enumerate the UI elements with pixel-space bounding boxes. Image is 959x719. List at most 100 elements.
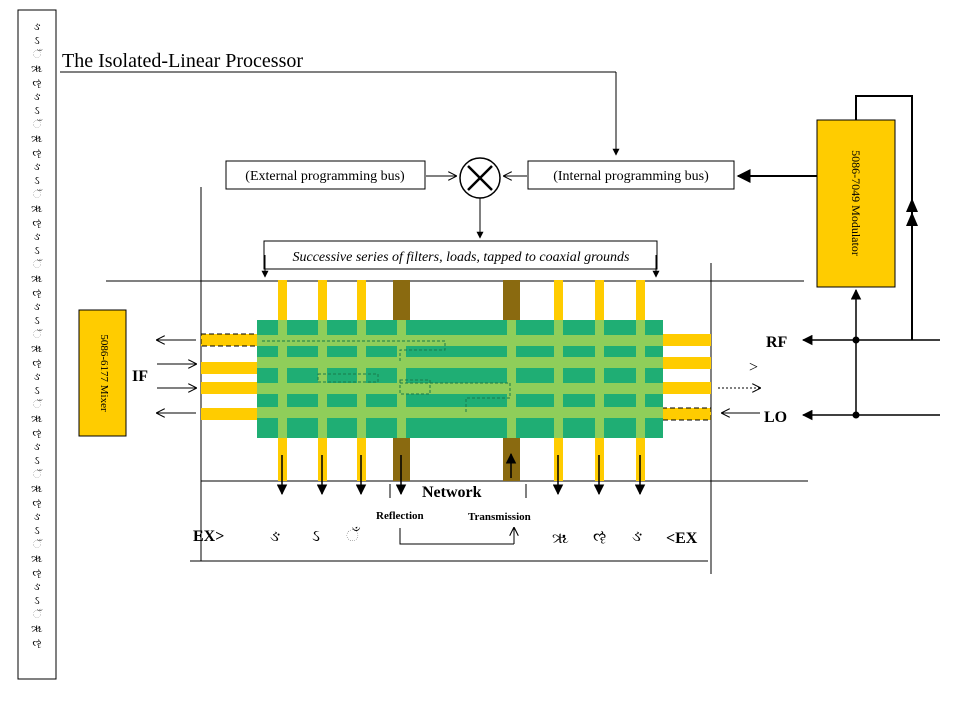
strip-glyph: ઽ	[34, 385, 40, 397]
modulator-label: 5086-7049 Modulator	[849, 150, 863, 256]
right-feed-line	[662, 382, 711, 394]
strip-glyph: ૠ	[31, 413, 43, 425]
bottom-glyph: ૡ	[593, 528, 606, 545]
internal-bus-box	[527, 160, 735, 190]
top-stub	[595, 280, 604, 320]
strip-glyph: ઁ	[33, 537, 43, 551]
filters-label: Successive series of filters, loads, tap…	[293, 250, 631, 265]
modulator-box	[816, 119, 896, 288]
strip-glyph: ઙ	[33, 441, 40, 453]
left-feeds	[200, 333, 259, 420]
network-trace	[257, 335, 663, 346]
top-stub	[318, 280, 327, 320]
network-trace	[397, 320, 406, 438]
right-feeds	[661, 334, 712, 421]
strip-glyph: ૡ	[32, 357, 41, 369]
network-trace-dash	[400, 382, 511, 412]
network-trace	[257, 407, 663, 418]
mixer-box	[78, 309, 127, 437]
strip-glyph: ઽ	[34, 455, 40, 467]
strip-glyph: ૡ	[32, 217, 41, 229]
strip-glyph: ઁ	[33, 187, 43, 201]
strip-glyph: ઽ	[34, 245, 40, 257]
bottom-glyph: ઽ	[312, 528, 320, 545]
ex-left-label: EX>	[193, 528, 224, 545]
reflection-bracket	[399, 528, 514, 545]
right-feed-line	[662, 334, 711, 346]
strip-glyph: ઽ	[34, 35, 40, 47]
lo-label: LO	[764, 409, 787, 426]
strip-glyph: ઁ	[33, 117, 43, 131]
network-trace-dash	[317, 373, 379, 383]
strip-glyph: ઁ	[33, 257, 43, 271]
network-trace	[636, 320, 645, 438]
strip-glyph: ૡ	[32, 287, 41, 299]
strip-glyph: ઁ	[33, 327, 43, 341]
reflection-label: Reflection	[376, 510, 424, 522]
rf-node	[852, 336, 860, 344]
strip-glyph: ૡ	[32, 77, 41, 89]
strip-glyph: ૡ	[32, 637, 41, 649]
multiplier-x-b	[467, 165, 493, 191]
strip-glyph: ૡ	[32, 497, 41, 509]
strip-glyph: ઁ	[33, 467, 43, 481]
strip-glyph: ૡ	[32, 147, 41, 159]
strip-glyph: ઽ	[34, 175, 40, 187]
strip-glyph: ઁ	[33, 607, 43, 621]
top-stub	[278, 280, 287, 320]
top-stub-dark	[393, 280, 410, 320]
bottom-stubs	[278, 438, 645, 481]
left-feed-line	[201, 408, 258, 420]
external-bus-label: (External programming bus)	[245, 169, 405, 184]
lo-node	[852, 411, 860, 419]
strip-glyph: ઁ	[33, 47, 43, 61]
network-trace	[278, 320, 287, 438]
glyph-strip: ઙઽઁૠૡઙઽઁૠૡઙઽઁૠૡઙઽઁૠૡઙઽઁૠૡઙઽઁૠૡઙઽઁૠૡઙઽઁૠૡ…	[31, 21, 43, 649]
top-stub	[554, 280, 563, 320]
bottom-glyph: ઁ	[346, 526, 361, 545]
strip-glyph: ૠ	[31, 343, 43, 355]
strip-glyph: ઙ	[33, 581, 40, 593]
diagram-title: The Isolated-Linear Processor	[62, 50, 303, 72]
top-stub	[357, 280, 366, 320]
strip-glyph: ૡ	[32, 567, 41, 579]
strip-glyph: ઙ	[33, 371, 40, 383]
network-trace	[507, 320, 516, 438]
ex-right-label: <EX	[666, 530, 698, 547]
loop-diode-a	[906, 212, 918, 226]
network-trace	[554, 320, 563, 438]
strip-glyph: ઽ	[34, 525, 40, 537]
network-trace-dash	[262, 340, 446, 362]
strip-glyph: ૠ	[31, 273, 43, 285]
right-feed-line	[661, 407, 712, 421]
strip-glyph: ઽ	[34, 105, 40, 117]
left-feed-line	[201, 362, 258, 374]
network-trace	[357, 320, 366, 438]
external-bus-box	[225, 160, 426, 190]
strip-glyph: ૠ	[31, 623, 43, 635]
mixer-label: 5086-6177 Mixer	[98, 334, 110, 412]
rf-label: RF	[766, 334, 788, 351]
loop-diode-b	[906, 198, 918, 212]
network-trace	[257, 383, 663, 394]
network-traces	[257, 320, 663, 438]
transmission-label: Transmission	[468, 511, 531, 523]
strip-glyph: ૠ	[31, 203, 43, 215]
network-trace	[318, 320, 327, 438]
network-trace	[257, 357, 663, 368]
bottom-glyph: ઙ	[632, 528, 642, 545]
strip-glyph: ઽ	[34, 315, 40, 327]
network-trace-dash	[399, 379, 431, 395]
top-stub-dark	[503, 280, 520, 320]
internal-bus-label: (Internal programming bus)	[553, 169, 709, 184]
bottom-glyph: ઙ	[270, 528, 280, 545]
filters-box	[263, 240, 658, 270]
strip-glyph: ઙ	[33, 161, 40, 173]
strip-glyph: ઙ	[33, 231, 40, 243]
top-stubs	[278, 280, 645, 320]
bottom-glyph: ૠ	[552, 530, 569, 547]
glyph-strip-frame	[17, 9, 57, 680]
strip-glyph: ૡ	[32, 427, 41, 439]
network-trace	[595, 320, 604, 438]
